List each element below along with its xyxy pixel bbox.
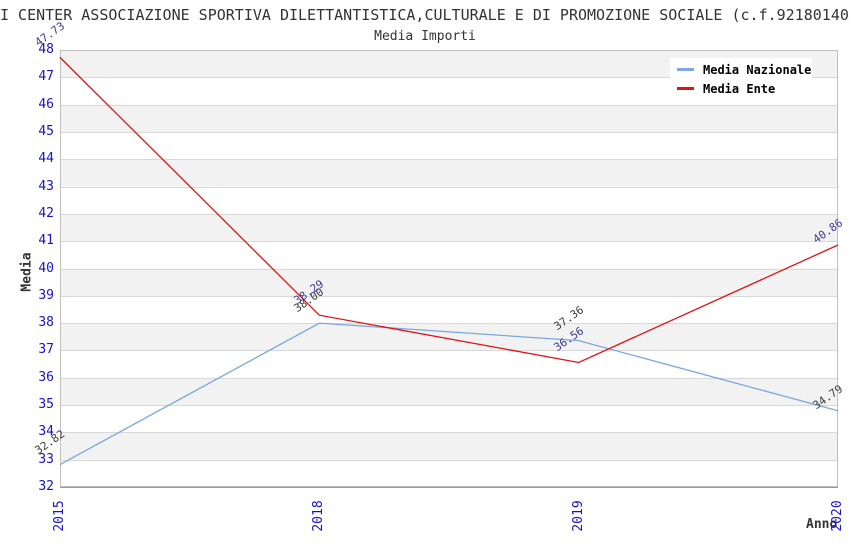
y-tick-label: 42 <box>38 205 54 221</box>
y-tick-label: 34 <box>38 424 54 440</box>
chart-subtitle: Media Importi <box>374 29 476 44</box>
y-tick-label: 36 <box>38 369 54 385</box>
y-tick-label: 40 <box>38 260 54 276</box>
y-tick-label: 35 <box>38 397 54 413</box>
y-tick-label: 47 <box>38 69 54 85</box>
band-row <box>60 377 838 406</box>
band-row <box>60 323 838 351</box>
x-axis-title: Anno <box>806 517 838 532</box>
x-tick-label: 2020 <box>830 500 845 532</box>
y-tick-label: 44 <box>38 151 54 167</box>
band-row <box>60 213 838 242</box>
chart-title: I CENTER ASSOCIAZIONE SPORTIVA DILETTANT… <box>0 6 850 24</box>
legend-label-media-ente: Media Ente <box>703 81 776 96</box>
band-row <box>60 159 838 187</box>
y-tick-label: 33 <box>38 451 54 467</box>
series-line-media-nazionale <box>59 322 839 466</box>
band-row <box>60 104 838 132</box>
y-tick-label: 45 <box>38 123 54 139</box>
y-tick-label: 41 <box>38 233 54 249</box>
legend-item-media-nazionale: Media Nazionale <box>677 63 812 77</box>
band-row <box>60 268 838 296</box>
y-tick-label: 48 <box>38 42 54 57</box>
y-tick-label: 38 <box>38 315 54 331</box>
legend: Media Nazionale Media Ente <box>670 58 812 100</box>
series-line-media-ente <box>59 56 839 364</box>
x-tick-label: 2019 <box>570 500 586 532</box>
legend-item-media-ente: Media Ente <box>677 82 812 96</box>
y-tick-label: 39 <box>38 287 54 303</box>
y-tick-label: 43 <box>38 178 54 194</box>
y-tick-label: 37 <box>38 342 54 358</box>
legend-label-media-nazionale: Media Nazionale <box>703 62 812 77</box>
band-row <box>60 432 838 460</box>
x-tick-label: 2018 <box>311 500 327 532</box>
x-tick-label: 2015 <box>52 500 67 532</box>
plot-border <box>60 50 838 487</box>
legend-swatch-media-ente-icon <box>677 87 694 90</box>
y-tick-label: 46 <box>38 96 54 112</box>
y-tick-label: 32 <box>38 479 54 494</box>
legend-swatch-media-nazionale-icon <box>677 68 694 71</box>
